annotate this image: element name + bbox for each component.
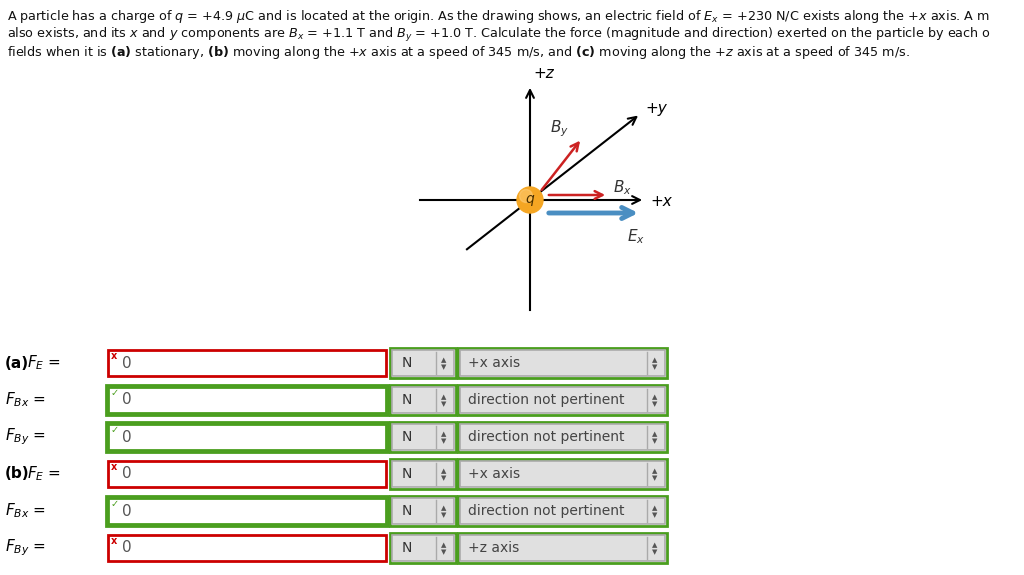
Text: N: N: [402, 356, 413, 370]
Text: ▲: ▲: [441, 431, 446, 437]
Text: $q$: $q$: [525, 194, 536, 209]
Text: ▲: ▲: [652, 431, 657, 437]
FancyBboxPatch shape: [108, 498, 386, 524]
Text: $F_{Bx}$ =: $F_{Bx}$ =: [5, 390, 46, 409]
Text: ▲: ▲: [441, 468, 446, 474]
FancyBboxPatch shape: [460, 461, 665, 487]
Text: ▲: ▲: [441, 357, 446, 363]
Text: direction not pertinent: direction not pertinent: [468, 504, 625, 518]
Text: ▲: ▲: [441, 394, 446, 400]
Text: +x axis: +x axis: [468, 467, 520, 481]
Text: +z: +z: [534, 66, 554, 81]
Circle shape: [519, 190, 532, 202]
Text: 0: 0: [122, 393, 132, 408]
Text: ▼: ▼: [652, 475, 657, 481]
FancyBboxPatch shape: [108, 461, 386, 487]
Text: N: N: [402, 430, 413, 444]
FancyBboxPatch shape: [392, 424, 454, 450]
Text: 0: 0: [122, 504, 132, 519]
Text: $B_y$: $B_y$: [551, 118, 569, 139]
FancyBboxPatch shape: [460, 498, 665, 524]
FancyBboxPatch shape: [392, 387, 454, 413]
Text: direction not pertinent: direction not pertinent: [468, 393, 625, 407]
Text: N: N: [402, 467, 413, 481]
Text: $E_x$: $E_x$: [627, 227, 645, 246]
Text: +z axis: +z axis: [468, 541, 519, 555]
Text: 0: 0: [122, 430, 132, 444]
Text: ✓: ✓: [111, 499, 119, 509]
FancyBboxPatch shape: [460, 424, 665, 450]
Text: $F_{By}$ =: $F_{By}$ =: [5, 538, 46, 558]
Text: $F_E$ =: $F_E$ =: [28, 465, 61, 484]
FancyBboxPatch shape: [392, 350, 454, 376]
Text: ✓: ✓: [111, 388, 119, 398]
FancyBboxPatch shape: [108, 387, 386, 413]
Text: N: N: [402, 504, 413, 518]
Text: ▼: ▼: [441, 475, 446, 481]
Text: ▼: ▼: [652, 438, 657, 444]
Text: +x axis: +x axis: [468, 356, 520, 370]
Text: 0: 0: [122, 466, 132, 481]
FancyBboxPatch shape: [460, 350, 665, 376]
Text: (a): (a): [5, 355, 29, 370]
Text: 0: 0: [122, 540, 132, 555]
Text: (b): (b): [5, 466, 30, 481]
Text: ▼: ▼: [441, 512, 446, 518]
FancyBboxPatch shape: [392, 535, 454, 561]
Text: ▼: ▼: [652, 512, 657, 518]
Text: N: N: [402, 393, 413, 407]
Text: A particle has a charge of $q$ = +4.9 $\mu$C and is located at the origin. As th: A particle has a charge of $q$ = +4.9 $\…: [7, 8, 990, 25]
Text: $F_{Bx}$ =: $F_{Bx}$ =: [5, 501, 46, 520]
Text: ▲: ▲: [652, 357, 657, 363]
Text: ▼: ▼: [441, 364, 446, 370]
Text: +x: +x: [650, 194, 672, 209]
Circle shape: [517, 187, 543, 213]
Text: ▲: ▲: [652, 542, 657, 548]
Text: ▲: ▲: [441, 505, 446, 511]
Text: ▲: ▲: [652, 394, 657, 400]
Text: $F_{By}$ =: $F_{By}$ =: [5, 427, 46, 447]
FancyBboxPatch shape: [108, 424, 386, 450]
Text: fields when it is $\bf{(a)}$ stationary, $\bf{(b)}$ moving along the +$x$ axis a: fields when it is $\bf{(a)}$ stationary,…: [7, 44, 910, 61]
FancyBboxPatch shape: [108, 535, 386, 561]
Text: x: x: [111, 462, 118, 472]
FancyBboxPatch shape: [392, 498, 454, 524]
Text: ▼: ▼: [652, 364, 657, 370]
Text: ▲: ▲: [652, 468, 657, 474]
Text: ▼: ▼: [652, 549, 657, 555]
FancyBboxPatch shape: [460, 535, 665, 561]
FancyBboxPatch shape: [392, 461, 454, 487]
Text: x: x: [111, 536, 118, 546]
Text: N: N: [402, 541, 413, 555]
Text: ✓: ✓: [111, 425, 119, 435]
Text: also exists, and its $x$ and $y$ components are $B_x$ = +1.1 T and $B_y$ = +1.0 : also exists, and its $x$ and $y$ compone…: [7, 26, 991, 44]
Text: ▲: ▲: [652, 505, 657, 511]
Text: ▼: ▼: [441, 438, 446, 444]
Text: $F_E$ =: $F_E$ =: [28, 354, 61, 373]
Text: $B_x$: $B_x$: [613, 179, 632, 197]
Text: x: x: [111, 351, 118, 361]
Text: direction not pertinent: direction not pertinent: [468, 430, 625, 444]
FancyBboxPatch shape: [108, 350, 386, 376]
Text: ▼: ▼: [652, 401, 657, 407]
Text: 0: 0: [122, 355, 132, 370]
Text: ▲: ▲: [441, 542, 446, 548]
Text: ▼: ▼: [441, 401, 446, 407]
FancyBboxPatch shape: [460, 387, 665, 413]
Text: ▼: ▼: [441, 549, 446, 555]
Text: +y: +y: [645, 101, 667, 116]
